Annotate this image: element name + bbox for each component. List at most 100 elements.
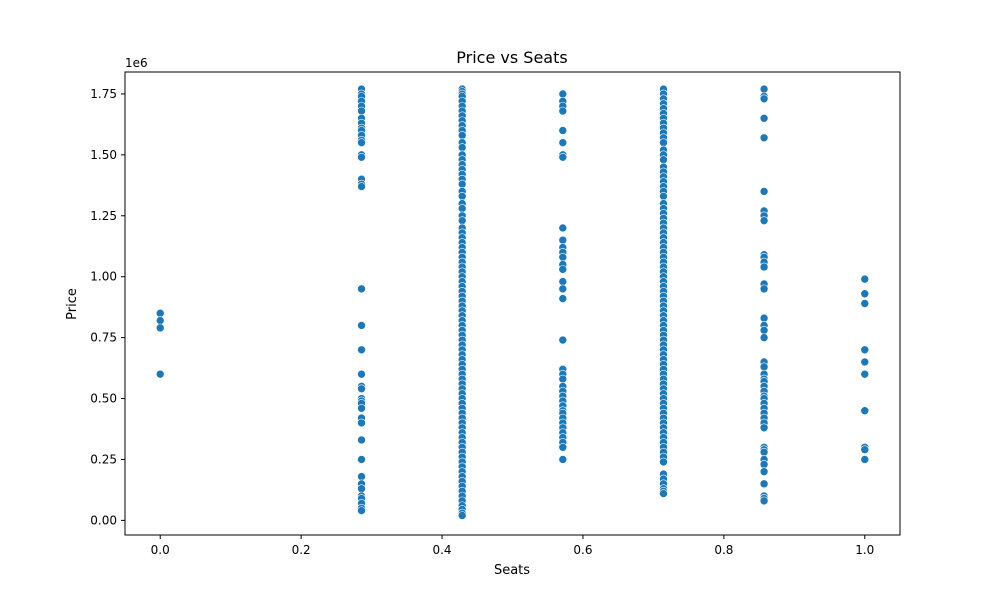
data-point: [759, 84, 769, 94]
data-point: [558, 235, 568, 245]
data-point: [155, 316, 165, 325]
data-point: [155, 369, 165, 379]
data-point: [558, 252, 568, 262]
points-layer: [155, 84, 870, 520]
data-point: [155, 323, 165, 333]
data-point: [558, 138, 568, 147]
data-point: [659, 489, 668, 498]
data-point: [759, 460, 769, 469]
chart-title: Price vs Seats: [456, 48, 567, 67]
data-point: [357, 138, 366, 147]
data-point: [759, 479, 769, 489]
data-point: [357, 472, 366, 481]
data-point: [860, 299, 870, 308]
data-point: [457, 143, 467, 152]
data-point: [357, 321, 366, 330]
data-point: [759, 114, 769, 123]
data-point: [155, 308, 165, 318]
data-point: [558, 126, 568, 135]
data-point: [558, 89, 568, 99]
y-tick-label: 1.00: [90, 270, 117, 284]
data-point: [357, 455, 366, 464]
data-point: [558, 335, 568, 345]
data-point: [759, 447, 769, 457]
y-tick-label: 1.25: [90, 209, 117, 223]
data-point: [759, 423, 769, 433]
x-tick-label: 1.0: [855, 543, 874, 557]
data-point: [558, 374, 568, 384]
data-point: [357, 152, 366, 162]
y-tick-label: 1.50: [90, 148, 117, 162]
data-point: [357, 106, 366, 116]
y-tick-label: 1.75: [90, 87, 117, 101]
plot-frame: [124, 71, 901, 536]
x-axis: 0.0 0.2 0.4 0.6 0.8 1.0: [151, 535, 874, 557]
data-point: [759, 326, 769, 335]
data-point: [357, 435, 366, 445]
data-point: [860, 345, 870, 355]
data-point: [558, 152, 568, 162]
data-point: [357, 345, 366, 355]
data-point: [860, 406, 870, 416]
data-point: [558, 455, 568, 464]
x-tick-label: 0.2: [292, 543, 311, 557]
data-point: [558, 277, 568, 286]
y-tick-label: 0.75: [90, 331, 117, 345]
data-point: [759, 362, 769, 372]
data-point: [457, 511, 467, 520]
x-tick-label: 0.8: [714, 543, 733, 557]
data-point: [860, 289, 870, 299]
data-point: [860, 274, 870, 284]
data-point: [860, 369, 870, 379]
data-point: [759, 333, 769, 342]
data-point: [457, 204, 467, 213]
data-point: [558, 442, 568, 452]
x-tick-label: 0.0: [151, 543, 170, 557]
data-point: [357, 284, 366, 294]
data-point: [558, 284, 568, 294]
data-point: [860, 445, 870, 455]
data-point: [860, 357, 870, 367]
data-point: [357, 182, 366, 191]
data-point: [357, 384, 366, 394]
data-point: [759, 467, 769, 476]
data-point: [457, 131, 467, 140]
y-tick-label: 0.00: [90, 513, 117, 527]
data-point: [357, 484, 366, 494]
data-point: [759, 216, 769, 225]
data-point: [759, 284, 769, 294]
data-point: [357, 369, 366, 379]
data-point: [457, 179, 467, 189]
data-point: [357, 418, 366, 428]
data-point: [558, 223, 568, 233]
data-point: [357, 506, 366, 515]
data-point: [759, 313, 769, 323]
data-point: [659, 138, 668, 147]
y-axis: 0.00 0.25 0.50 0.75 1.00 1.25 1.50 1.75: [90, 87, 125, 527]
x-axis-label: Seats: [494, 563, 530, 578]
data-point: [759, 133, 769, 143]
data-point: [759, 94, 769, 104]
data-point: [759, 262, 769, 272]
data-point: [860, 455, 870, 464]
x-tick-label: 0.6: [573, 543, 592, 557]
data-point: [759, 187, 769, 196]
y-tick-label: 0.50: [90, 392, 117, 406]
data-point: [558, 294, 568, 303]
data-point: [357, 403, 366, 413]
data-point: [759, 496, 769, 506]
data-point: [659, 191, 668, 201]
data-point: [659, 457, 668, 467]
data-point: [558, 265, 568, 274]
y-axis-label: Price: [65, 288, 80, 320]
data-point: [659, 155, 668, 165]
y-tick-label: 0.25: [90, 452, 117, 466]
data-point: [457, 216, 467, 225]
x-tick-label: 0.4: [432, 543, 451, 557]
data-point: [558, 106, 568, 116]
y-axis-offset-label: 1e6: [125, 56, 148, 70]
data-point: [457, 191, 467, 201]
